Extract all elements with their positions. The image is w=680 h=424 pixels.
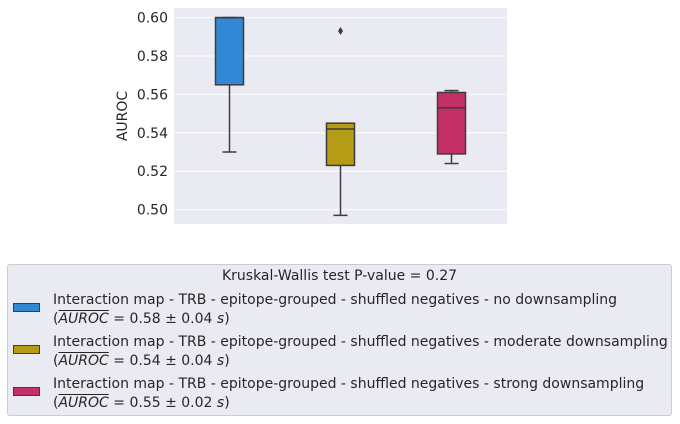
legend-series-name: Interaction map - TRB - epitope-grouped … — [53, 376, 645, 392]
legend-swatch — [13, 387, 40, 396]
outlier-point — [338, 27, 343, 36]
box — [325, 122, 356, 167]
y-tick-label: 0.60 — [137, 11, 168, 27]
box — [436, 91, 467, 155]
stat-value: = 0.58 ± 0.04 — [108, 311, 217, 327]
legend-series-name: Interaction map - TRB - epitope-grouped … — [53, 292, 618, 308]
legend-label: Interaction map - TRB - epitope-grouped … — [53, 333, 668, 371]
stat-symbol: AUROC — [58, 353, 109, 369]
box — [214, 16, 245, 86]
stat-unit: s — [216, 395, 225, 411]
legend-series-stat: (AUROC = 0.58 ± 0.04 s) — [53, 311, 230, 327]
stat-value: = 0.54 ± 0.04 — [108, 353, 217, 369]
y-axis-label: AUROC — [115, 91, 131, 142]
legend-series-name: Interaction map - TRB - epitope-grouped … — [53, 334, 668, 350]
y-tick-label: 0.52 — [137, 164, 168, 180]
legend-series-stat: (AUROC = 0.54 ± 0.04 s) — [53, 353, 230, 369]
stat-unit: s — [216, 353, 225, 369]
stat-value: = 0.55 ± 0.02 — [108, 395, 217, 411]
y-tick-label: 0.50 — [137, 203, 168, 219]
y-tick-label: 0.54 — [137, 126, 168, 142]
legend-label: Interaction map - TRB - epitope-grouped … — [53, 291, 617, 329]
stat-symbol: AUROC — [58, 395, 109, 411]
legend-title: Kruskal-Wallis test P-value = 0.27 — [221, 268, 458, 284]
legend-swatch — [13, 303, 40, 312]
stat-unit: s — [216, 311, 225, 327]
legend-swatch — [13, 345, 40, 354]
legend-label: Interaction map - TRB - epitope-grouped … — [53, 375, 644, 413]
y-tick-label: 0.56 — [137, 87, 168, 103]
box-plot-chart: 0.50 0.52 0.54 0.56 0.58 0.60 AUROC — [115, 8, 507, 224]
legend-series-stat: (AUROC = 0.55 ± 0.02 s) — [53, 395, 230, 411]
y-tick-label: 0.58 — [137, 49, 168, 65]
legend: Kruskal-Wallis test P-value = 0.27 Inter… — [7, 264, 672, 416]
stat-symbol: AUROC — [58, 311, 109, 327]
